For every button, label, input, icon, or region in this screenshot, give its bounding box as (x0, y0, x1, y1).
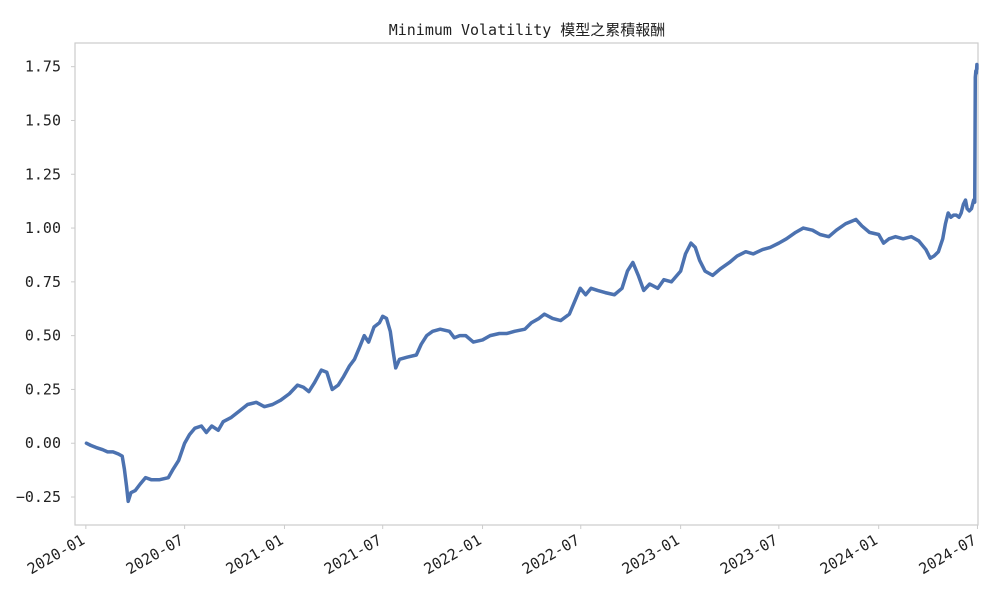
y-tick-label: 1.25 (25, 165, 61, 183)
x-tick-label: 2023-01 (619, 531, 683, 578)
x-tick-label: 2022-01 (421, 531, 485, 578)
series-line-0 (84, 62, 979, 504)
y-tick-label: 1.00 (25, 219, 61, 237)
x-axis: 2020-01 2020-07 2021-01 2021-07 2022-01 2022-… (24, 525, 979, 578)
series-layer (84, 62, 979, 504)
chart-title: Minimum Volatility 模型之累積報酬 (389, 21, 666, 39)
y-tick-label: 0.25 (25, 380, 61, 398)
y-tick-label: 1.50 (25, 111, 61, 129)
y-axis: −0.25 0.00 0.25 0.50 0.75 1.00 1.25 1.50 1.75 (16, 58, 75, 506)
x-tick-label: 2022-07 (519, 531, 583, 578)
y-tick-label: 0.50 (25, 327, 61, 345)
y-tick-label: 1.75 (25, 58, 61, 76)
y-tick-label: −0.25 (16, 488, 61, 506)
x-tick-label: 2020-01 (24, 531, 88, 578)
x-tick-label: 2021-07 (321, 531, 385, 578)
y-tick-label: 0.75 (25, 273, 61, 291)
x-tick-label: 2020-07 (123, 531, 187, 578)
x-tick-label: 2021-01 (223, 531, 287, 578)
y-tick-label: 0.00 (25, 434, 61, 452)
x-tick-label: 2024-01 (817, 531, 881, 578)
x-tick-label: 2023-07 (717, 531, 781, 578)
plot-frame (74, 42, 979, 526)
x-tick-label: 2024-07 (916, 531, 980, 578)
